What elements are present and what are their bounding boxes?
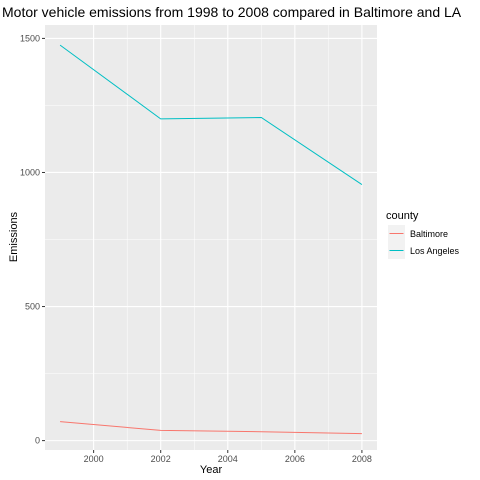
legend-items: Baltimore Los Angeles <box>388 225 460 259</box>
plot-panel <box>45 25 377 450</box>
legend: county Baltimore Los Angeles <box>386 210 460 259</box>
minor-gridlines <box>45 25 377 450</box>
x-tick-label: 2000 <box>84 454 104 464</box>
legend-label-los-angeles: Los Angeles <box>410 246 460 256</box>
x-tick-label: 2002 <box>151 454 171 464</box>
y-tick-label: 1000 <box>20 167 40 177</box>
y-tick-label: 500 <box>25 302 40 312</box>
x-tick-label: 2008 <box>352 454 372 464</box>
chart-title: Motor vehicle emissions from 1998 to 200… <box>2 4 462 20</box>
x-axis-title: Year <box>200 464 223 476</box>
y-tick-label: 1500 <box>20 33 40 43</box>
legend-label-baltimore: Baltimore <box>410 229 448 239</box>
y-tick-label: 0 <box>35 436 40 446</box>
series-line-los-angeles <box>59 44 363 185</box>
x-tick-label: 2004 <box>218 454 238 464</box>
legend-title: county <box>386 210 419 222</box>
major-gridlines <box>45 25 377 450</box>
y-axis-title: Emissions <box>8 211 20 262</box>
y-axis-ticks: 0 500 1000 1500 <box>20 33 45 446</box>
x-tick-label: 2006 <box>285 454 305 464</box>
series-line-baltimore <box>60 421 362 435</box>
x-axis-ticks: 2000 2002 2004 2006 2008 <box>84 450 372 464</box>
series-lines <box>59 44 363 435</box>
